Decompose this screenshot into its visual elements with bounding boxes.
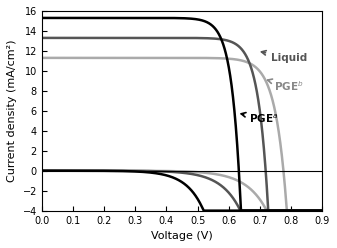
Y-axis label: Current density (mA/cm²): Current density (mA/cm²) xyxy=(7,39,17,182)
X-axis label: Voltage (V): Voltage (V) xyxy=(151,231,213,241)
Text: Liquid: Liquid xyxy=(262,51,307,63)
Text: PGE$^a$: PGE$^a$ xyxy=(241,113,278,125)
Text: PGE$^b$: PGE$^b$ xyxy=(268,79,304,93)
